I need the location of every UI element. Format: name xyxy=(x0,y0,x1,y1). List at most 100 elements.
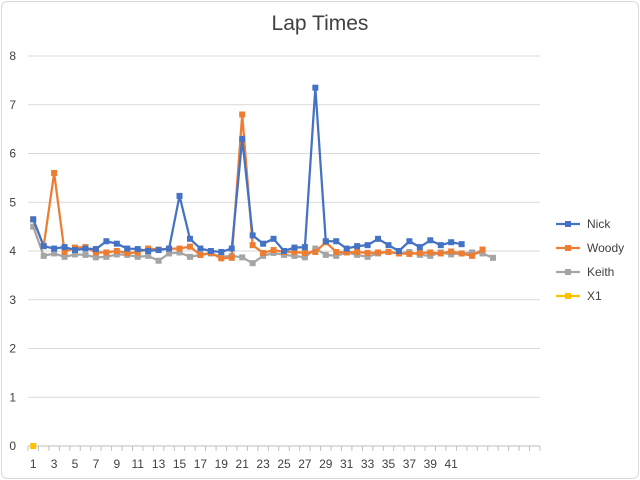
data-point xyxy=(145,252,152,259)
data-point xyxy=(385,242,392,249)
data-point xyxy=(260,240,267,247)
data-point xyxy=(51,170,58,176)
data-point xyxy=(103,249,110,256)
data-point xyxy=(30,216,37,223)
y-tick-label: 2 xyxy=(9,342,16,356)
data-point xyxy=(406,250,413,257)
legend-item-x1: X1 xyxy=(556,289,602,303)
data-point xyxy=(427,237,434,244)
y-tick-label: 5 xyxy=(9,195,16,209)
gridlines xyxy=(28,55,540,398)
y-axis-ticks: 0 1 2 3 4 5 6 7 8 xyxy=(9,49,16,453)
data-point xyxy=(82,251,89,258)
data-point xyxy=(375,235,382,242)
x-tick-label: 23 xyxy=(256,457,270,471)
x-tick-label: 31 xyxy=(340,457,354,471)
data-point xyxy=(249,260,256,267)
y-tick-label: 1 xyxy=(9,390,16,404)
x-tick-label: 37 xyxy=(403,457,417,471)
data-point xyxy=(113,248,120,254)
data-point xyxy=(176,245,183,252)
data-point xyxy=(458,241,465,248)
data-point xyxy=(343,249,350,256)
data-point xyxy=(427,252,434,259)
legend-swatch-marker xyxy=(565,293,571,299)
data-point xyxy=(469,252,476,259)
data-point xyxy=(103,253,110,260)
data-point xyxy=(469,249,476,256)
data-point xyxy=(61,253,68,260)
data-point xyxy=(385,248,392,255)
data-point xyxy=(291,244,298,251)
data-point xyxy=(364,253,371,260)
data-point xyxy=(427,249,434,256)
data-point xyxy=(218,255,225,262)
data-point xyxy=(239,254,246,261)
data-point xyxy=(416,249,423,256)
legend: Nick Woody Keith X1 xyxy=(556,217,624,303)
data-point xyxy=(155,257,162,264)
data-point xyxy=(333,238,340,245)
data-point xyxy=(176,249,183,256)
data-point xyxy=(197,245,204,252)
x-tick-label: 39 xyxy=(424,457,438,471)
data-point xyxy=(395,248,402,254)
y-tick-label: 8 xyxy=(9,49,16,63)
x-tick-label: 17 xyxy=(194,457,208,471)
x-axis: 1 3 5 7 9 11 13 15 17 19 21 23 25 27 29 31 33 35 37 39 41 xyxy=(27,445,541,471)
legend-item-nick: Nick xyxy=(556,217,611,231)
y-tick-label: 6 xyxy=(9,147,16,161)
data-point xyxy=(249,242,256,249)
x-tick-label: 41 xyxy=(445,457,459,471)
data-point xyxy=(354,248,361,255)
data-point xyxy=(166,250,173,257)
data-point xyxy=(354,243,361,250)
data-point xyxy=(364,242,371,249)
data-point xyxy=(249,232,256,239)
x-tick-label: 27 xyxy=(298,457,312,471)
legend-item-woody: Woody xyxy=(556,241,624,255)
data-point xyxy=(92,246,99,253)
data-point xyxy=(333,252,340,259)
data-point xyxy=(61,248,68,255)
x-tick-label: 33 xyxy=(361,457,375,471)
data-point xyxy=(155,247,162,254)
data-point xyxy=(40,252,47,259)
data-point xyxy=(228,245,235,252)
data-point xyxy=(207,248,214,254)
data-point xyxy=(82,245,89,252)
data-point xyxy=(458,250,465,257)
x-tick-label: 5 xyxy=(72,457,79,471)
data-point xyxy=(312,84,319,91)
data-point xyxy=(322,251,329,258)
data-point xyxy=(228,254,235,261)
data-point xyxy=(312,248,319,255)
data-point xyxy=(72,251,79,258)
data-point xyxy=(239,111,246,118)
data-point xyxy=(479,250,486,257)
y-tick-label: 0 xyxy=(9,439,16,453)
x-tick-label: 9 xyxy=(113,457,120,471)
x-tick-label: 13 xyxy=(152,457,166,471)
data-point xyxy=(270,247,277,254)
data-point xyxy=(364,249,371,256)
data-point xyxy=(406,238,413,245)
data-point xyxy=(218,248,225,255)
x-tick-label: 21 xyxy=(236,457,250,471)
data-point xyxy=(312,245,319,252)
series-line xyxy=(32,113,484,260)
data-point xyxy=(145,248,152,254)
x-tick-label: 19 xyxy=(215,457,229,471)
data-point xyxy=(291,248,298,255)
data-point xyxy=(343,245,350,252)
data-point xyxy=(301,249,308,256)
data-point xyxy=(134,246,141,253)
series-nick xyxy=(30,84,465,255)
x-tick-label: 3 xyxy=(51,457,58,471)
data-point xyxy=(92,254,99,261)
data-point xyxy=(489,254,496,261)
data-point xyxy=(333,248,340,255)
data-point xyxy=(30,223,37,230)
data-point xyxy=(72,247,79,254)
